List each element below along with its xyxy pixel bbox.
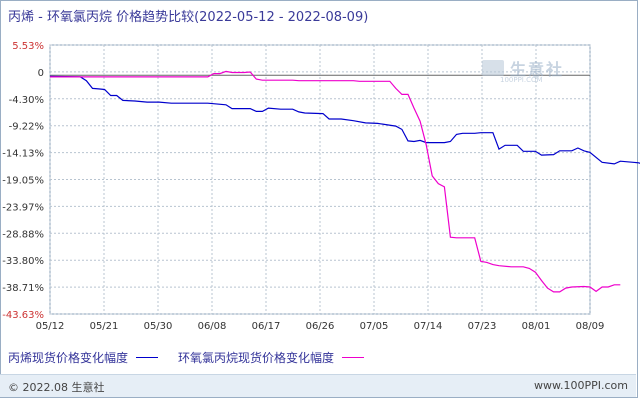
y-tick-label: -33.80% <box>2 256 44 267</box>
x-tick-label: 08/09 <box>576 321 605 332</box>
y-tick-label: -19.05% <box>2 176 44 187</box>
x-tick-label: 06/26 <box>306 321 335 332</box>
y-tick-label: -38.71% <box>2 283 44 294</box>
series-line-1 <box>49 75 640 165</box>
y-tick-label: -14.13% <box>2 149 44 160</box>
x-tick-label: 05/12 <box>36 321 65 332</box>
y-tick-label: -9.22% <box>9 122 44 133</box>
x-tick-label: 05/21 <box>90 321 119 332</box>
chart-title: 丙烯 - 环氧氯丙烷 价格趋势比较(2022-05-12 - 2022-08-0… <box>8 10 369 25</box>
x-tick-label: 07/14 <box>414 321 443 332</box>
watermark-url: 100PPI.COM <box>500 76 543 84</box>
legend: 丙烯现货价格变化幅度 环氧氯丙烷现货价格变化幅度 <box>8 349 384 366</box>
x-tick-label: 07/05 <box>360 321 389 332</box>
copyright-text: © 2022.08 生意社 <box>8 381 105 394</box>
y-tick-label: -4.30% <box>9 95 44 106</box>
site-url[interactable]: www.100PPI.com <box>534 379 628 392</box>
x-tick-label: 07/23 <box>468 321 497 332</box>
y-tick-label: 0 <box>38 68 44 79</box>
logo-icon <box>482 60 504 76</box>
y-tick-label: -23.97% <box>2 202 44 213</box>
x-tick-label: 08/01 <box>522 321 551 332</box>
watermark: 生意社 100PPI.COM <box>478 56 588 88</box>
y-tick-label: 5.53% <box>12 41 44 52</box>
x-tick-label: 05/30 <box>144 321 173 332</box>
legend-swatch-propylene <box>136 357 159 358</box>
footer: © 2022.08 生意社 www.100PPI.com <box>0 374 636 397</box>
legend-swatch-ech <box>342 357 365 358</box>
chart-canvas: 5.53% 0 -4.30% -9.22% -14.13% -19.05% -23.97% -… <box>2 41 640 332</box>
legend-label-propylene: 丙烯现货价格变化幅度 <box>8 351 129 365</box>
y-tick-label: -28.88% <box>2 229 44 240</box>
x-tick-label: 06/08 <box>198 321 227 332</box>
x-tick-label: 06/17 <box>252 321 281 332</box>
series-line-2 <box>50 70 621 293</box>
watermark-text: 生意社 <box>510 60 565 79</box>
y-tick-label: -43.63% <box>2 310 44 321</box>
legend-label-ech: 环氧氯丙烷现货价格变化幅度 <box>178 351 335 365</box>
